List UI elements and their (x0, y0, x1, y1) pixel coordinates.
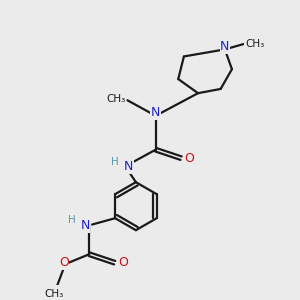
Text: CH₃: CH₃ (245, 39, 264, 49)
Text: CH₃: CH₃ (106, 94, 126, 104)
Text: CH₃: CH₃ (44, 289, 64, 299)
Text: O: O (59, 256, 69, 269)
Text: O: O (118, 256, 128, 269)
Text: N: N (80, 220, 90, 232)
Text: N: N (151, 106, 160, 119)
Text: H: H (68, 215, 76, 225)
Text: N: N (220, 40, 230, 53)
Text: H: H (111, 158, 119, 167)
Text: O: O (184, 152, 194, 165)
Text: N: N (124, 160, 134, 173)
